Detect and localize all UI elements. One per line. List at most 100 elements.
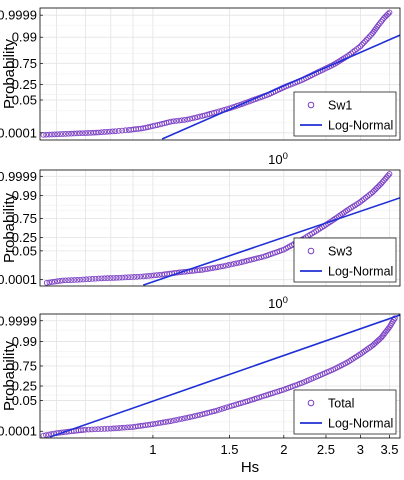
data-point-marker <box>109 128 116 135</box>
y-axis-label: Probability <box>1 340 18 411</box>
data-point-marker <box>68 130 75 137</box>
data-point-marker <box>51 278 58 285</box>
data-point-marker <box>179 415 185 422</box>
data-point-marker <box>179 117 185 124</box>
legend-label: Total <box>328 397 354 411</box>
data-point-marker <box>101 129 108 135</box>
data-point-marker <box>192 413 198 419</box>
data-point-marker <box>104 128 110 135</box>
data-point-marker <box>80 276 87 283</box>
data-point-marker <box>43 131 50 138</box>
data-point-marker <box>152 420 159 427</box>
data-point-marker <box>366 192 372 198</box>
y-tick-label: 0.99 <box>12 30 37 45</box>
x-decade-label: 100 <box>268 295 288 311</box>
data-point-marker <box>119 127 125 134</box>
y-tick-label: 0.05 <box>12 93 37 108</box>
data-point-marker <box>140 273 147 280</box>
data-point-marker <box>357 43 364 50</box>
data-point-marker <box>104 275 111 282</box>
data-point-marker <box>148 272 155 279</box>
data-point-marker <box>365 35 371 41</box>
data-point-marker <box>189 115 196 122</box>
data-point-marker <box>124 424 131 431</box>
legend-label: Log-Normal <box>328 417 393 431</box>
data-point-marker <box>134 273 141 280</box>
data-point-marker <box>366 33 373 40</box>
data-point-marker <box>40 131 47 138</box>
data-point-marker <box>59 277 66 284</box>
data-point-marker <box>236 259 242 266</box>
data-point-marker <box>83 276 90 283</box>
data-point-marker <box>202 266 208 273</box>
data-point-marker <box>45 431 52 438</box>
x-tick-label: 2.5 <box>317 442 335 457</box>
data-point-marker <box>176 117 182 124</box>
x-decade-label: 100 <box>268 151 288 167</box>
y-tick-label: 0.05 <box>12 393 37 408</box>
y-tick-label: 0.0001 <box>0 424 37 439</box>
data-point-marker <box>54 131 61 138</box>
data-point-marker <box>85 426 92 433</box>
y-tick-label: 0.0001 <box>0 272 37 287</box>
data-point-marker <box>168 118 174 125</box>
y-tick-label: 0.99 <box>12 188 37 203</box>
data-point-marker <box>369 189 376 196</box>
y-tick-label: 0.75 <box>12 211 37 226</box>
data-point-marker <box>92 426 98 433</box>
series-line-log-normal <box>161 34 400 140</box>
data-point-marker <box>225 262 232 268</box>
data-point-marker <box>381 177 387 184</box>
plot-content <box>40 314 400 438</box>
y-tick-label: 0.99 <box>12 334 37 349</box>
data-point-marker <box>51 131 58 138</box>
data-point-marker <box>74 276 81 283</box>
data-point-marker <box>218 406 225 412</box>
x-tick-label: 2 <box>280 442 287 457</box>
data-point-marker <box>363 36 370 43</box>
legend-marker-swatch <box>307 247 315 255</box>
data-point-marker <box>151 272 157 279</box>
plot-content <box>40 9 400 140</box>
data-point-marker <box>71 277 78 283</box>
data-point-marker <box>74 130 80 137</box>
data-point-marker <box>383 174 390 181</box>
data-point-marker <box>65 277 72 284</box>
x-tick-label: 3 <box>357 442 364 457</box>
data-point-marker <box>110 425 117 432</box>
data-point-marker <box>145 273 152 279</box>
legend: Sw1 Log-Normal <box>293 91 397 137</box>
plot-panel-1: 0.9999 0.99 0.75 0.250.05 0.0001 Probability S… <box>0 7 401 141</box>
data-point-marker <box>82 426 89 433</box>
data-point-marker <box>119 424 125 431</box>
data-point-marker <box>95 275 102 282</box>
y-axis-label: Probability <box>1 192 18 263</box>
data-point-marker <box>233 260 240 267</box>
data-point-marker <box>57 278 63 284</box>
data-point-marker <box>46 279 53 286</box>
data-point-marker <box>153 272 160 278</box>
series-line-log-normal <box>49 314 400 438</box>
data-point-marker <box>374 185 380 191</box>
data-point-marker <box>68 277 75 283</box>
data-point-marker <box>382 175 389 182</box>
y-tick-label: 0.9999 <box>0 169 37 184</box>
x-tick-label: 3.5 <box>380 442 398 457</box>
data-point-marker <box>224 404 230 411</box>
data-point-marker <box>170 118 177 125</box>
data-point-marker <box>116 274 123 281</box>
data-point-marker <box>101 275 108 282</box>
data-point-marker <box>386 171 393 177</box>
data-point-marker <box>121 424 128 431</box>
data-point-marker <box>93 129 99 136</box>
data-point-marker <box>362 38 368 45</box>
data-point-marker <box>107 425 114 432</box>
data-point-marker <box>116 425 122 431</box>
data-point-marker <box>213 407 220 414</box>
data-point-marker <box>359 197 365 204</box>
y-tick-label: 0.9999 <box>0 313 37 328</box>
data-point-marker <box>184 414 191 421</box>
data-point-marker <box>76 130 83 137</box>
data-point-marker <box>181 415 188 422</box>
data-point-marker <box>361 196 367 202</box>
